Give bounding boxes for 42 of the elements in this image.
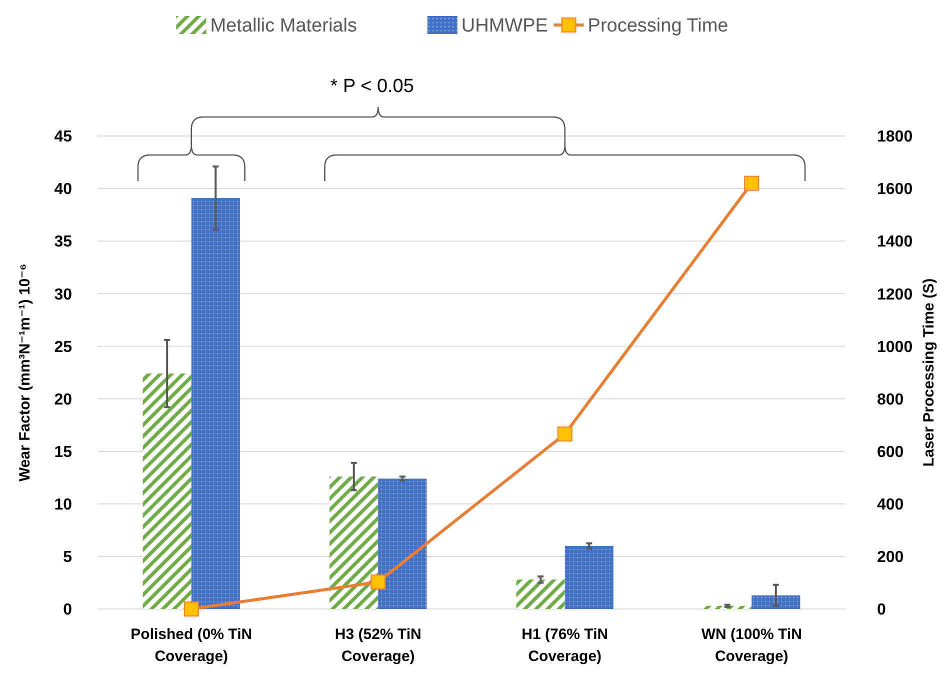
point [184,602,199,616]
y2-tick-label: 400 [877,496,904,514]
y-tick-label: 0 [63,602,72,619]
point [370,574,386,590]
point [557,426,572,442]
y-tick-label: 15 [54,444,72,461]
y-axis-title: Wear Factor (mm³N⁻¹m⁻¹) 10⁻⁶ [16,264,34,482]
y2-tick-label: 0 [877,602,886,619]
legend-label: Processing Time [588,16,728,37]
y2-tick-label: 1600 [877,181,913,198]
y-tick-label: 40 [54,181,72,198]
y2-tick-label: 200 [877,549,904,566]
y-tick-label: 5 [63,549,72,566]
bar [330,476,378,609]
bar [142,374,192,609]
y2-tick-label: 1200 [877,286,913,304]
bar [516,580,565,609]
y-tick-label: 35 [54,234,72,251]
legend-label: Metallic Materials [210,16,357,37]
x-tick-label: H1 (76% TiN Coverage) [522,626,608,665]
y2-tick-label: 1800 [877,128,913,146]
bar [752,595,800,609]
y-tick-label: 30 [54,286,72,304]
x-tick-label: Polished (0% TiN Coverage) [130,626,252,665]
bar [378,478,427,609]
legend-label: UHMWPE [461,16,548,37]
y2-axis-title: Laser Processing Time (S) [920,278,938,467]
bar [564,546,614,609]
bar [703,606,752,609]
y2-tick-label: 800 [877,391,904,408]
y-tick-label: 45 [54,128,72,146]
bar [191,198,240,609]
y-tick-label: 10 [54,496,72,514]
y-tick-label: 20 [54,391,72,408]
x-tick-label: WN (100% TiN Coverage) [701,626,802,665]
x-tick-label: H3 (52% TiN Coverage) [334,626,422,665]
y2-tick-label: 1400 [877,234,913,251]
y2-tick-label: 1000 [877,338,913,356]
y2-tick-label: 600 [877,444,904,461]
point [744,176,760,191]
text: * P < 0.05 [330,76,414,97]
y-tick-label: 25 [54,338,72,356]
